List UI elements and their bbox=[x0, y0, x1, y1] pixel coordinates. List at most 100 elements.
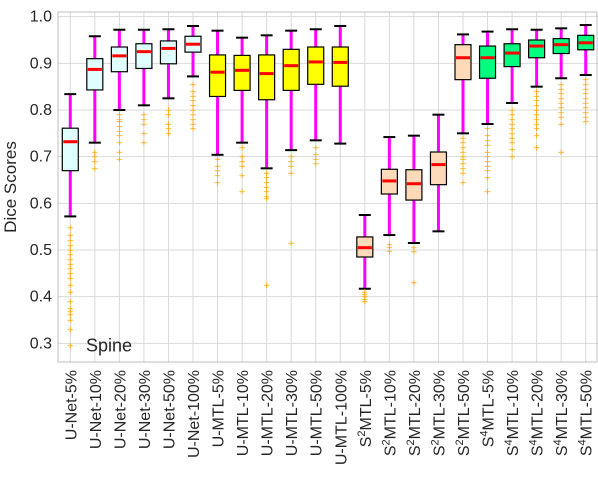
iqr-box bbox=[282, 48, 300, 91]
y-tick-label: 0.9 bbox=[30, 55, 52, 72]
iqr-box bbox=[478, 45, 497, 79]
outlier-point: + bbox=[263, 174, 271, 184]
x-tick-label: S2MTL-50% bbox=[454, 370, 473, 456]
plot-frame bbox=[57, 11, 598, 363]
iqr-box bbox=[454, 44, 472, 81]
box-group: ++++++++ bbox=[258, 34, 276, 291]
x-tick-label: U-Net-30% bbox=[137, 370, 154, 449]
outlier-point: + bbox=[116, 139, 124, 149]
outlier-point: + bbox=[484, 174, 492, 184]
outlier-point: + bbox=[582, 85, 590, 95]
box-group: +++++++++++ bbox=[478, 30, 497, 198]
outlier-point: + bbox=[66, 316, 74, 326]
y-tick-label: 1.0 bbox=[30, 9, 52, 26]
outlier-point: + bbox=[189, 120, 197, 130]
x-tick-label: S4MTL-5% bbox=[479, 370, 498, 447]
y-tick-label: 0.8 bbox=[30, 102, 52, 119]
x-tick-label: S4MTL-30% bbox=[552, 370, 571, 456]
outlier-point: + bbox=[66, 224, 74, 234]
outlier-point: + bbox=[508, 146, 516, 156]
box-group: +++++ bbox=[282, 29, 300, 249]
spine-annotation: Spine bbox=[86, 335, 132, 355]
box-group: ++++++++++ bbox=[454, 33, 472, 188]
outlier-point: + bbox=[533, 106, 541, 116]
outlier-point: + bbox=[214, 171, 222, 181]
box-group: ++++++++++++++++++++ bbox=[61, 93, 79, 352]
outlier-point: + bbox=[214, 178, 222, 188]
y-tick-label: 0.6 bbox=[30, 195, 52, 212]
outlier-point: + bbox=[140, 129, 148, 139]
outlier-point: + bbox=[91, 157, 99, 167]
x-tick-label: U-MTL-50% bbox=[309, 370, 326, 456]
outlier-point: + bbox=[582, 99, 590, 109]
outlier-point: + bbox=[312, 143, 320, 153]
x-tick-label: S4MTL-20% bbox=[528, 370, 547, 456]
iqr-box bbox=[429, 151, 448, 186]
outlier-point: + bbox=[459, 160, 467, 170]
outlier-point: + bbox=[66, 281, 74, 291]
outlier-point: + bbox=[533, 101, 541, 111]
y-tick-label: 0.3 bbox=[30, 335, 52, 352]
outlier-point: + bbox=[189, 80, 197, 90]
outlier-point: + bbox=[165, 120, 173, 130]
outlier-point: + bbox=[459, 155, 467, 165]
y-axis-title: Dice Scores bbox=[1, 141, 20, 233]
box-group: +++++ bbox=[208, 29, 227, 188]
outlier-point: + bbox=[116, 127, 124, 137]
outlier-point: + bbox=[459, 134, 467, 144]
outlier-point: + bbox=[66, 241, 74, 251]
iqr-box bbox=[208, 54, 227, 98]
outlier-point: + bbox=[459, 169, 467, 179]
outlier-point: + bbox=[582, 76, 590, 86]
outlier-point: + bbox=[361, 288, 369, 298]
outlier-point: + bbox=[582, 104, 590, 114]
outlier-point: + bbox=[459, 143, 467, 153]
outlier-point: + bbox=[66, 255, 74, 265]
iqr-box bbox=[528, 39, 546, 59]
outlier-point: + bbox=[582, 94, 590, 104]
outlier-point: + bbox=[557, 148, 565, 158]
outlier-point: + bbox=[484, 157, 492, 167]
outlier-point: + bbox=[557, 85, 565, 95]
outlier-point: + bbox=[508, 125, 516, 135]
outlier-point: + bbox=[66, 304, 74, 314]
outlier-point: + bbox=[91, 164, 99, 174]
outlier-point: + bbox=[263, 281, 271, 291]
outlier-point: + bbox=[287, 153, 295, 163]
iqr-box bbox=[159, 40, 178, 65]
outlier-point: + bbox=[508, 106, 516, 116]
box-group: ++++++++++ bbox=[552, 27, 570, 158]
outlier-point: + bbox=[214, 162, 222, 172]
box-group: +++++ bbox=[159, 28, 178, 139]
x-tick-label: U-MTL-20% bbox=[260, 370, 277, 456]
outlier-point: + bbox=[66, 260, 74, 270]
outlier-point: + bbox=[582, 80, 590, 90]
outlier-point: + bbox=[189, 106, 197, 116]
outlier-point: + bbox=[484, 162, 492, 172]
iqr-box bbox=[61, 127, 79, 172]
outlier-point: + bbox=[484, 153, 492, 163]
outlier-point: + bbox=[508, 129, 516, 139]
iqr-box bbox=[233, 54, 251, 92]
iqr-box bbox=[258, 54, 276, 101]
x-tick-label: U-MTL-5% bbox=[211, 370, 228, 447]
outlier-point: + bbox=[66, 342, 74, 352]
outlier-point: + bbox=[66, 274, 74, 284]
outlier-point: + bbox=[533, 111, 541, 121]
outlier-point: + bbox=[116, 148, 124, 158]
iqr-box bbox=[135, 43, 153, 70]
x-tick-labels: U-Net-5% U-Net-10% U-Net-20% U-Net-30% U-Net… bbox=[63, 370, 595, 465]
x-tick-label: U-Net-50% bbox=[161, 370, 178, 449]
outlier-point: + bbox=[165, 129, 173, 139]
outlier-point: + bbox=[116, 132, 124, 142]
x-tick-label: S4MTL-10% bbox=[503, 370, 522, 456]
outlier-point: + bbox=[533, 143, 541, 153]
outlier-point: + bbox=[189, 87, 197, 97]
outlier-point: + bbox=[189, 111, 197, 121]
x-tick-label: U-MTL-100% bbox=[333, 370, 350, 465]
outlier-point: + bbox=[66, 251, 74, 261]
outlier-point: + bbox=[116, 118, 124, 128]
box-group: ++++ bbox=[86, 35, 104, 174]
iqr-box bbox=[110, 46, 128, 73]
